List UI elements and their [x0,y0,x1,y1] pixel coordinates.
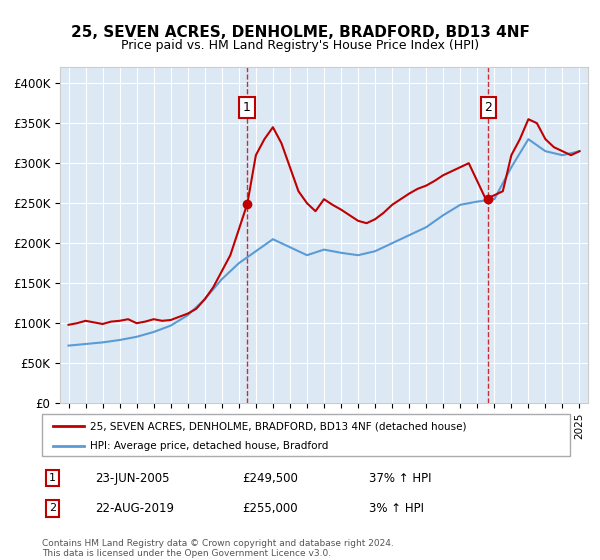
Text: 25, SEVEN ACRES, DENHOLME, BRADFORD, BD13 4NF (detached house): 25, SEVEN ACRES, DENHOLME, BRADFORD, BD1… [89,421,466,431]
Text: Price paid vs. HM Land Registry's House Price Index (HPI): Price paid vs. HM Land Registry's House … [121,39,479,52]
Text: 2: 2 [484,101,492,114]
Text: 1: 1 [49,473,56,483]
Text: 25, SEVEN ACRES, DENHOLME, BRADFORD, BD13 4NF: 25, SEVEN ACRES, DENHOLME, BRADFORD, BD1… [71,25,529,40]
Text: £249,500: £249,500 [242,472,299,484]
Text: HPI: Average price, detached house, Bradford: HPI: Average price, detached house, Brad… [89,441,328,451]
Text: 1: 1 [243,101,251,114]
Text: 23-JUN-2005: 23-JUN-2005 [95,472,169,484]
Text: 22-AUG-2019: 22-AUG-2019 [95,502,174,515]
Text: Contains HM Land Registry data © Crown copyright and database right 2024.
This d: Contains HM Land Registry data © Crown c… [42,539,394,558]
Text: 3% ↑ HPI: 3% ↑ HPI [370,502,424,515]
FancyBboxPatch shape [42,414,570,456]
Text: 37% ↑ HPI: 37% ↑ HPI [370,472,432,484]
Text: £255,000: £255,000 [242,502,298,515]
Text: 2: 2 [49,503,56,514]
